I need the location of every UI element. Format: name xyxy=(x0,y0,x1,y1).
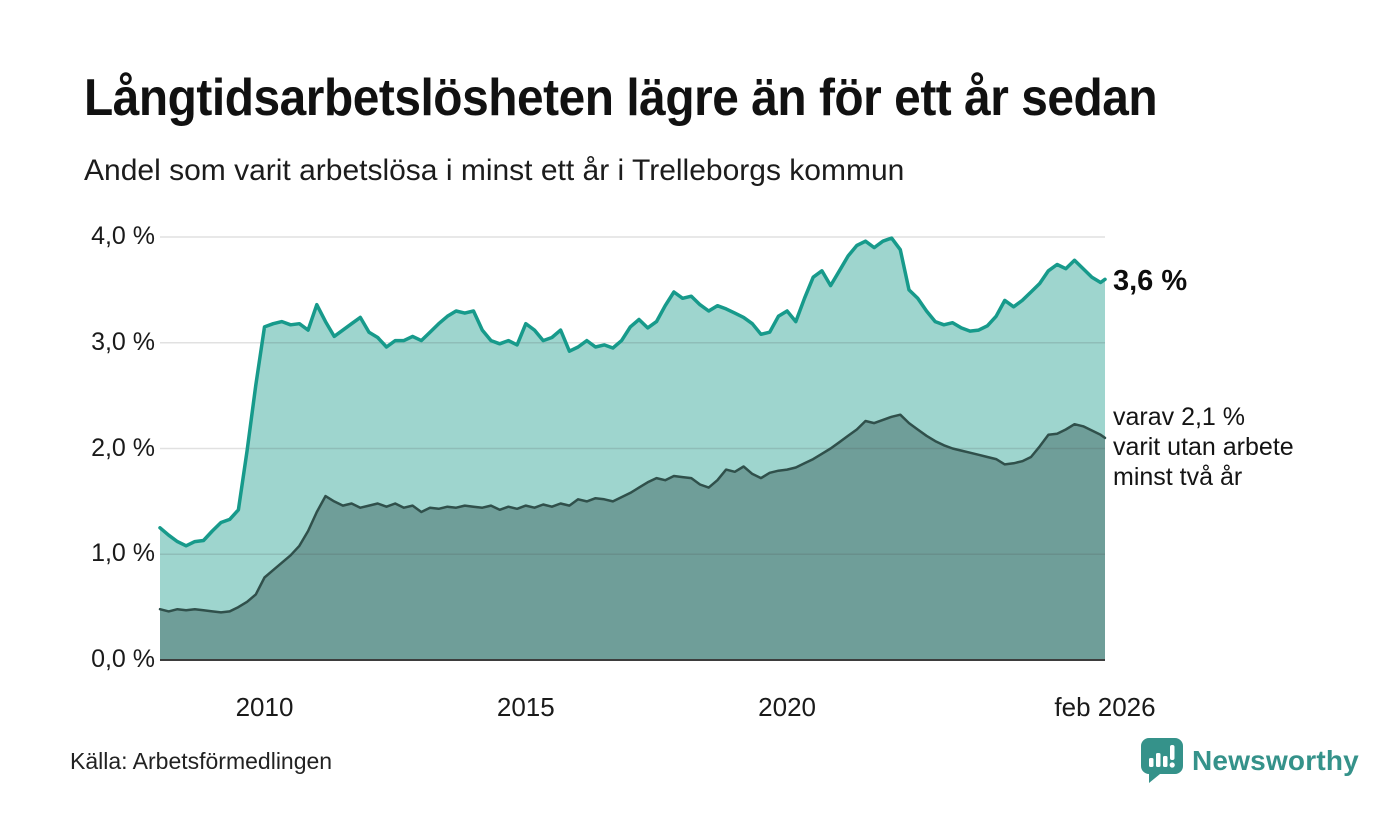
y-tick-label: 2,0 % xyxy=(91,433,155,462)
newsworthy-logo-icon xyxy=(1141,738,1183,783)
newsworthy-logo-text: Newsworthy xyxy=(1192,745,1359,776)
x-tick-label: 2010 xyxy=(235,692,294,722)
page-title: Långtidsarbetslösheten lägre än för ett … xyxy=(84,69,1158,127)
x-tick-label: 2015 xyxy=(496,692,555,722)
series2-annotation: varav 2,1 % varit utan arbete minst två … xyxy=(1113,403,1294,491)
y-tick-label: 1,0 % xyxy=(91,539,155,568)
y-tick-label: 0,0 % xyxy=(91,645,155,673)
logo-bar-1 xyxy=(1149,758,1154,767)
chart-subtitle: Andel som varit arbetslösa i minst ett å… xyxy=(84,154,905,187)
y-tick-label: 4,0 % xyxy=(91,222,155,250)
logo-bubble-shape xyxy=(1141,738,1183,783)
logo-exclamation-bar xyxy=(1170,745,1175,760)
series-2-line xyxy=(158,413,1107,614)
newsworthy-logo: Newsworthy xyxy=(1141,738,1359,784)
series-2-area xyxy=(160,414,1105,660)
series-1-line xyxy=(158,236,1107,548)
source-note: Källa: Arbetsförmedlingen xyxy=(70,748,333,774)
logo-bar-3 xyxy=(1163,756,1168,767)
logo-exclamation-dot xyxy=(1169,762,1175,768)
x-tick-label: 2020 xyxy=(758,692,817,722)
logo-bar-2 xyxy=(1156,753,1161,767)
y-tick-label: 3,0 % xyxy=(91,327,155,356)
x-tick-label: feb 2026 xyxy=(1054,692,1156,722)
latest-value-label: 3,6 % xyxy=(1113,265,1188,297)
